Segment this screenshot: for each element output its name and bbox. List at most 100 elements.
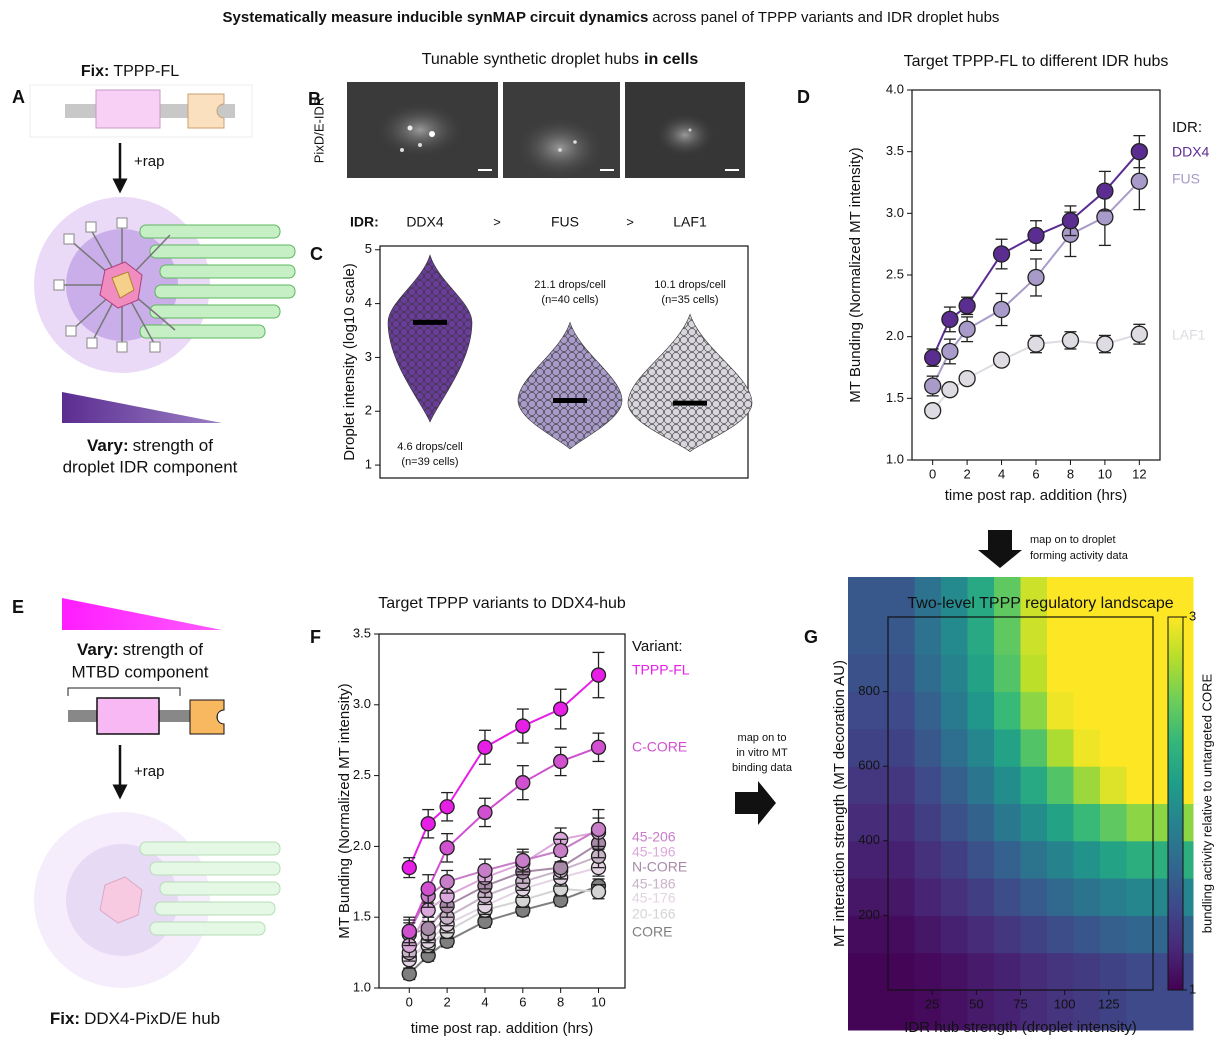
x-tick-label: 50 bbox=[969, 996, 983, 1011]
heatmap-cell bbox=[1047, 691, 1074, 730]
title-plain: Tunable synthetic droplet hubs bbox=[422, 51, 639, 68]
arrow-note: map on to droplet bbox=[1030, 534, 1116, 546]
point bbox=[1130, 325, 1148, 343]
point bbox=[420, 881, 436, 897]
heatmap-cell bbox=[1020, 915, 1048, 954]
y-tick-label: 2.5 bbox=[353, 767, 371, 782]
heatmap-cell bbox=[967, 915, 995, 954]
heatmap-cell bbox=[1020, 803, 1048, 842]
legend-entry: 45-206 bbox=[632, 829, 676, 845]
idr-name: LAF1 bbox=[673, 214, 707, 230]
x-axis-label: time post rap. addition (hrs) bbox=[945, 487, 1128, 504]
heatmap-cell bbox=[1073, 952, 1101, 1031]
heatmap-cell bbox=[1100, 878, 1127, 916]
panel-title: Tunable synthetic droplet hubs in cells bbox=[422, 51, 699, 68]
panel-letter: E bbox=[12, 597, 24, 617]
heatmap-cell bbox=[1047, 803, 1074, 842]
heatmap-cell bbox=[1100, 952, 1127, 1031]
title-bold: Systematically measure inducible synMAP … bbox=[223, 9, 649, 26]
heatmap-cell bbox=[1047, 728, 1074, 767]
heatmap-cell bbox=[994, 878, 1021, 916]
heatmap-cell bbox=[1073, 728, 1101, 767]
heatmap-cell bbox=[1073, 915, 1101, 954]
mt-rod bbox=[149, 244, 296, 259]
swarm bbox=[387, 254, 473, 423]
legend-entry: TPPP-FL bbox=[632, 662, 690, 678]
heatmap-cell bbox=[914, 577, 942, 655]
cell bbox=[515, 116, 605, 180]
annotation: 21.1 drops/cell bbox=[534, 279, 606, 291]
point bbox=[992, 245, 1011, 263]
core-cluster bbox=[111, 271, 135, 299]
heatmap-cell bbox=[967, 840, 995, 879]
point bbox=[401, 923, 417, 940]
heatmap-cell bbox=[967, 803, 995, 842]
y-tick-label: 400 bbox=[858, 832, 880, 847]
heatmap-cell bbox=[1047, 915, 1074, 954]
plot-frame bbox=[379, 245, 749, 479]
heatmap-cell bbox=[848, 577, 915, 655]
heatmap-cell bbox=[1020, 766, 1048, 804]
mtbd-domain bbox=[95, 89, 161, 129]
heatmap-cell bbox=[848, 654, 915, 693]
heatmap-cell bbox=[848, 766, 915, 804]
annotation: (n=40 cells) bbox=[541, 294, 598, 306]
heatmap-cell bbox=[1100, 766, 1127, 804]
droplet bbox=[418, 143, 422, 147]
point bbox=[439, 799, 455, 815]
series-line bbox=[408, 887, 599, 958]
point bbox=[1096, 335, 1114, 353]
y-axis-label: MT Bunding (Normalized MT intensity) bbox=[336, 683, 353, 938]
heatmap-cell bbox=[967, 654, 995, 693]
y-axis-label: Droplet intensity (log10 scale) bbox=[341, 263, 358, 461]
y-tick-label: 1.0 bbox=[886, 451, 904, 466]
colorbar-tick-label: 3 bbox=[1189, 608, 1196, 623]
heatmap-cell bbox=[1073, 878, 1101, 916]
tag bbox=[53, 279, 65, 291]
figure-title: Systematically measure inducible synMAP … bbox=[223, 9, 1000, 26]
arrow-note: binding data bbox=[732, 762, 793, 774]
droplet bbox=[558, 148, 562, 152]
schematic-frame bbox=[29, 84, 253, 138]
tag-domain bbox=[189, 699, 225, 735]
mt-rod bbox=[139, 324, 266, 339]
y-tick-label: 3 bbox=[365, 349, 372, 364]
heatmap-cell bbox=[941, 915, 968, 954]
tag bbox=[65, 325, 77, 337]
panel-title: Two-level TPPP regulatory landscape bbox=[907, 595, 1173, 612]
heatmap-cell bbox=[967, 691, 995, 730]
plot-frame bbox=[378, 633, 626, 989]
x-tick-label: 12 bbox=[1132, 466, 1146, 481]
x-axis-label: IDR hub strength (droplet intensity) bbox=[904, 1019, 1137, 1036]
annotation: (n=39 cells) bbox=[401, 456, 458, 468]
point bbox=[420, 816, 436, 832]
row-label: PixD/E-IDR bbox=[311, 97, 326, 163]
point bbox=[420, 920, 436, 937]
x-tick-label: 8 bbox=[1067, 466, 1074, 481]
heatmap-cell bbox=[1100, 691, 1127, 730]
point bbox=[924, 402, 942, 420]
fix-label: Fix: bbox=[50, 1009, 80, 1028]
droplet-inner bbox=[66, 844, 178, 956]
point bbox=[1130, 172, 1148, 190]
y-tick-label: 3.5 bbox=[353, 625, 371, 640]
y-tick-label: 200 bbox=[858, 907, 880, 922]
legend-entry: 45-196 bbox=[632, 844, 676, 860]
point bbox=[992, 351, 1011, 369]
heatmap-cell bbox=[941, 577, 968, 655]
arrow-note: map on to bbox=[738, 732, 787, 744]
heatmap-cell bbox=[1020, 840, 1048, 879]
legend-entry: CORE bbox=[632, 924, 672, 940]
fix-value: TPPP-FL bbox=[113, 63, 179, 80]
heatmap-cell bbox=[941, 878, 968, 916]
legend-entry: 45-186 bbox=[632, 876, 676, 892]
heatmap-cell bbox=[848, 803, 915, 842]
heatmap-cell bbox=[941, 803, 968, 842]
annotation: 10.1 drops/cell bbox=[654, 279, 726, 291]
panel-letter: B bbox=[308, 89, 321, 109]
heatmap-cell bbox=[941, 728, 968, 767]
heatmap-cell bbox=[994, 840, 1021, 879]
vary-label: Vary: bbox=[77, 640, 119, 659]
